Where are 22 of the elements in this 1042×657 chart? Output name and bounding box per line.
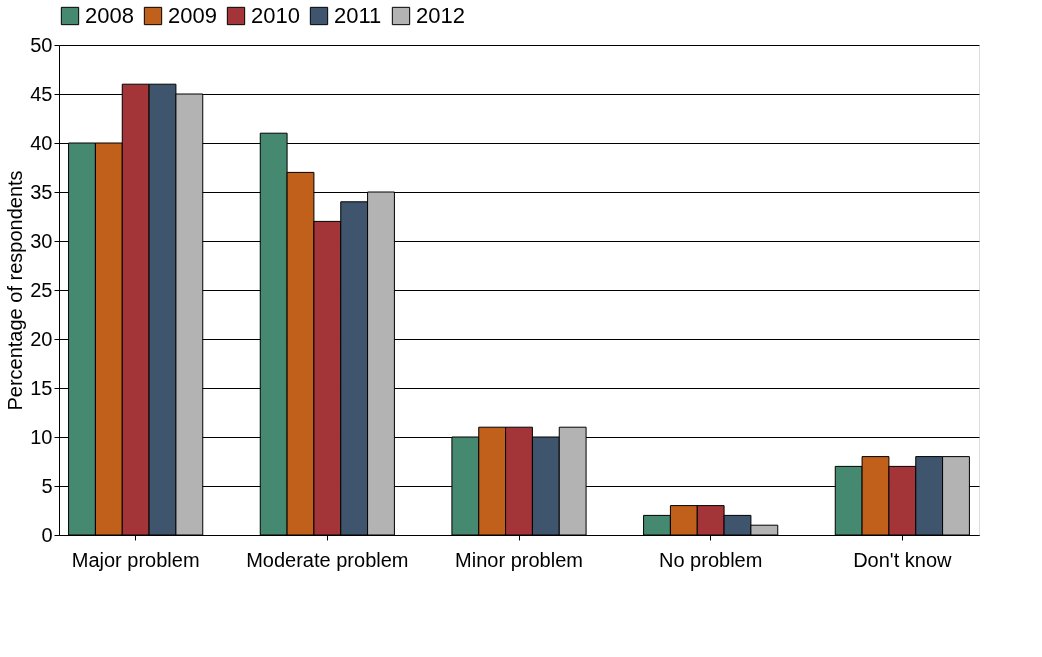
y-tick-label: 10	[30, 425, 53, 448]
x-tick-label: Major problem	[71, 548, 200, 571]
y-tick-label: 5	[41, 474, 53, 497]
y-tick-label: 50	[30, 33, 53, 56]
y-axis-title: Percentage of respondents	[4, 170, 27, 411]
legend-label: 2008	[85, 3, 134, 28]
x-tick-label: Minor problem	[455, 548, 583, 571]
x-tick-label: Moderate problem	[246, 548, 409, 571]
x-tick-label: No problem	[658, 548, 763, 571]
y-tick-label: 25	[30, 278, 53, 301]
legend-label: 2011	[334, 3, 382, 28]
legend-label: 2012	[416, 3, 465, 28]
x-tick-label: Don't know	[853, 548, 953, 571]
y-tick-label: 45	[30, 82, 53, 105]
legend-label: 2010	[251, 3, 300, 28]
legend-label: 2009	[168, 3, 217, 28]
y-tick-label: 40	[30, 131, 53, 154]
y-tick-label: 15	[30, 376, 53, 399]
y-tick-label: 30	[30, 229, 53, 252]
y-tick-label: 35	[30, 180, 53, 203]
y-tick-label: 0	[41, 523, 53, 546]
y-tick-label: 20	[30, 327, 53, 350]
